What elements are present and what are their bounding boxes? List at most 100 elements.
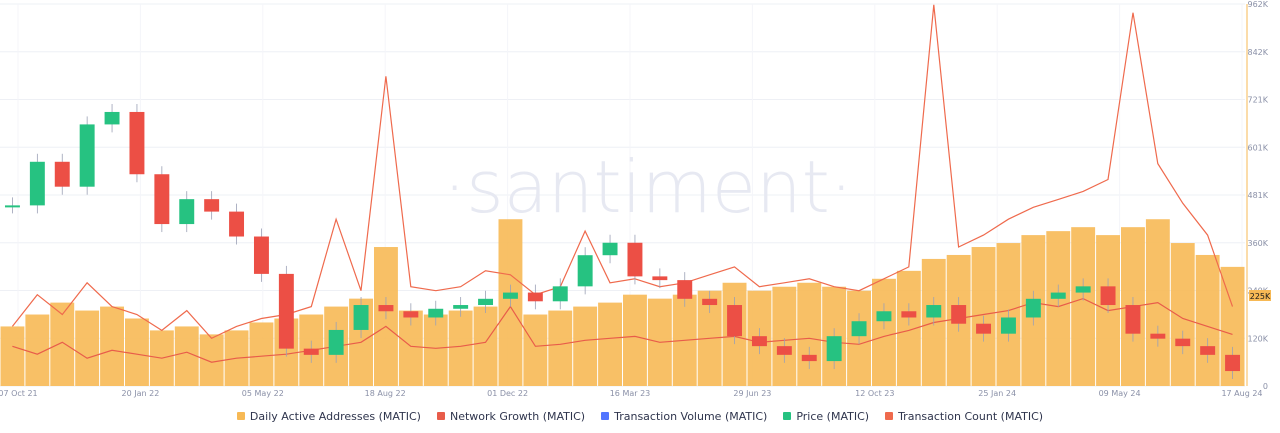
price-candle	[29, 161, 45, 206]
x-tick-label: 17 Aug 24	[1221, 389, 1262, 398]
price-candle	[577, 255, 593, 287]
legend-label: Price (MATIC)	[796, 409, 870, 423]
x-tick-label: 12 Oct 23	[855, 389, 894, 398]
legend-label: Daily Active Addresses (MATIC)	[249, 409, 421, 423]
daa-bar	[598, 302, 622, 386]
price-candle	[278, 273, 294, 349]
daa-bar	[872, 278, 896, 386]
price-candle	[702, 298, 718, 306]
santiment-watermark: ·santiment·	[443, 145, 853, 229]
price-candle	[1075, 286, 1091, 293]
daa-bar	[25, 314, 50, 386]
price-candle	[751, 336, 767, 347]
daa-bar	[1071, 227, 1096, 386]
legend-item[interactable]: Transaction Volume (MATIC)	[601, 410, 767, 423]
daa-bar	[896, 270, 921, 386]
price-candle	[1175, 338, 1191, 347]
daa-bar	[174, 326, 199, 386]
price-candle	[229, 211, 245, 237]
legend-swatch	[783, 412, 792, 420]
price-candle	[1050, 292, 1066, 299]
y-tick-label: 481K	[1247, 191, 1268, 200]
daa-bar	[1170, 243, 1195, 386]
price-candle	[627, 242, 643, 277]
legend-label: Transaction Volume (MATIC)	[614, 409, 768, 423]
price-candle	[876, 311, 892, 322]
legend-item[interactable]: Transaction Count (MATIC)	[885, 410, 1043, 423]
daa-bar	[623, 294, 647, 386]
chart-axes: 962K842K721K601K481K360K240K120K007 Oct …	[0, 0, 1269, 398]
legend-item[interactable]: Price (MATIC)	[783, 410, 869, 423]
price-candle	[253, 236, 269, 274]
price-candle	[129, 111, 145, 175]
price-candle	[776, 346, 792, 355]
price-candle	[851, 321, 867, 337]
price-candle	[303, 348, 319, 355]
price-candle	[652, 276, 668, 281]
x-tick-label: 16 Mar 23	[610, 389, 651, 398]
price-candle	[54, 161, 70, 187]
y-tick-label: 0	[1263, 382, 1268, 391]
daa-bar	[75, 310, 100, 386]
price-candle	[901, 311, 917, 318]
x-tick-label: 20 Jan 22	[122, 389, 160, 398]
current-value-badge: 225K	[1249, 290, 1271, 301]
daa-bar	[199, 334, 224, 386]
price-candle	[179, 199, 195, 225]
daa-bar	[448, 310, 473, 386]
daa-bar	[50, 302, 75, 386]
daa-bar	[772, 286, 797, 386]
transaction-count-line	[11, 4, 1234, 340]
legend-item[interactable]: Network Growth (MATIC)	[436, 409, 586, 423]
price-candles	[4, 103, 1241, 380]
x-tick-label: 05 May 22	[242, 389, 284, 398]
legend-label: Network Growth (MATIC)	[449, 409, 586, 423]
legend-label: Transaction Count (MATIC)	[898, 409, 1044, 423]
price-candle	[453, 305, 469, 309]
price-candle	[1125, 305, 1141, 334]
legend-swatch	[601, 412, 610, 420]
y-tick-label: 601K	[1247, 143, 1268, 152]
price-candle	[552, 286, 568, 302]
price-candle	[154, 174, 170, 225]
legend-swatch	[436, 412, 445, 420]
daa-bar	[0, 326, 25, 386]
svg-text:225K: 225K	[1250, 292, 1271, 301]
daa-bar	[548, 310, 573, 386]
chart-canvas: ·santiment· 962K842K721K601K481K360K240K…	[0, 0, 1271, 398]
price-candle	[1225, 354, 1241, 372]
price-candle	[104, 111, 120, 125]
y-tick-label: 842K	[1247, 48, 1268, 57]
x-tick-label: 29 Jun 23	[733, 389, 771, 398]
legend-swatch	[236, 412, 245, 420]
price-candle	[79, 124, 95, 187]
x-tick-label: 18 Aug 22	[365, 389, 406, 398]
daa-bar	[1046, 231, 1071, 386]
price-candle	[428, 308, 444, 318]
price-candle	[976, 323, 992, 334]
price-candle	[527, 292, 543, 302]
y-tick-label: 120K	[1247, 334, 1268, 343]
y-tick-label: 962K	[1247, 0, 1268, 9]
price-candle	[1025, 298, 1041, 318]
chart-legend: Daily Active Addresses (MATIC) Network Gr…	[0, 406, 1280, 426]
y-tick-label: 721K	[1247, 96, 1268, 105]
daa-bar	[398, 310, 423, 386]
price-candle	[801, 354, 817, 362]
price-candle	[1200, 346, 1216, 355]
x-tick-label: 01 Dec 22	[487, 389, 528, 398]
legend-swatch	[885, 412, 894, 420]
daa-bar	[100, 306, 124, 386]
daa-bar	[473, 306, 498, 386]
daa-bar	[125, 318, 149, 386]
price-candle	[1100, 286, 1116, 306]
daa-bar	[573, 306, 598, 386]
price-candle	[378, 305, 394, 312]
price-candle	[1000, 317, 1016, 334]
x-tick-label: 07 Oct 21	[0, 389, 38, 398]
price-candle	[677, 280, 693, 299]
price-candle	[602, 242, 618, 256]
daa-bar	[249, 322, 274, 386]
price-candle	[926, 305, 942, 318]
legend-item[interactable]: Daily Active Addresses (MATIC)	[236, 409, 421, 423]
